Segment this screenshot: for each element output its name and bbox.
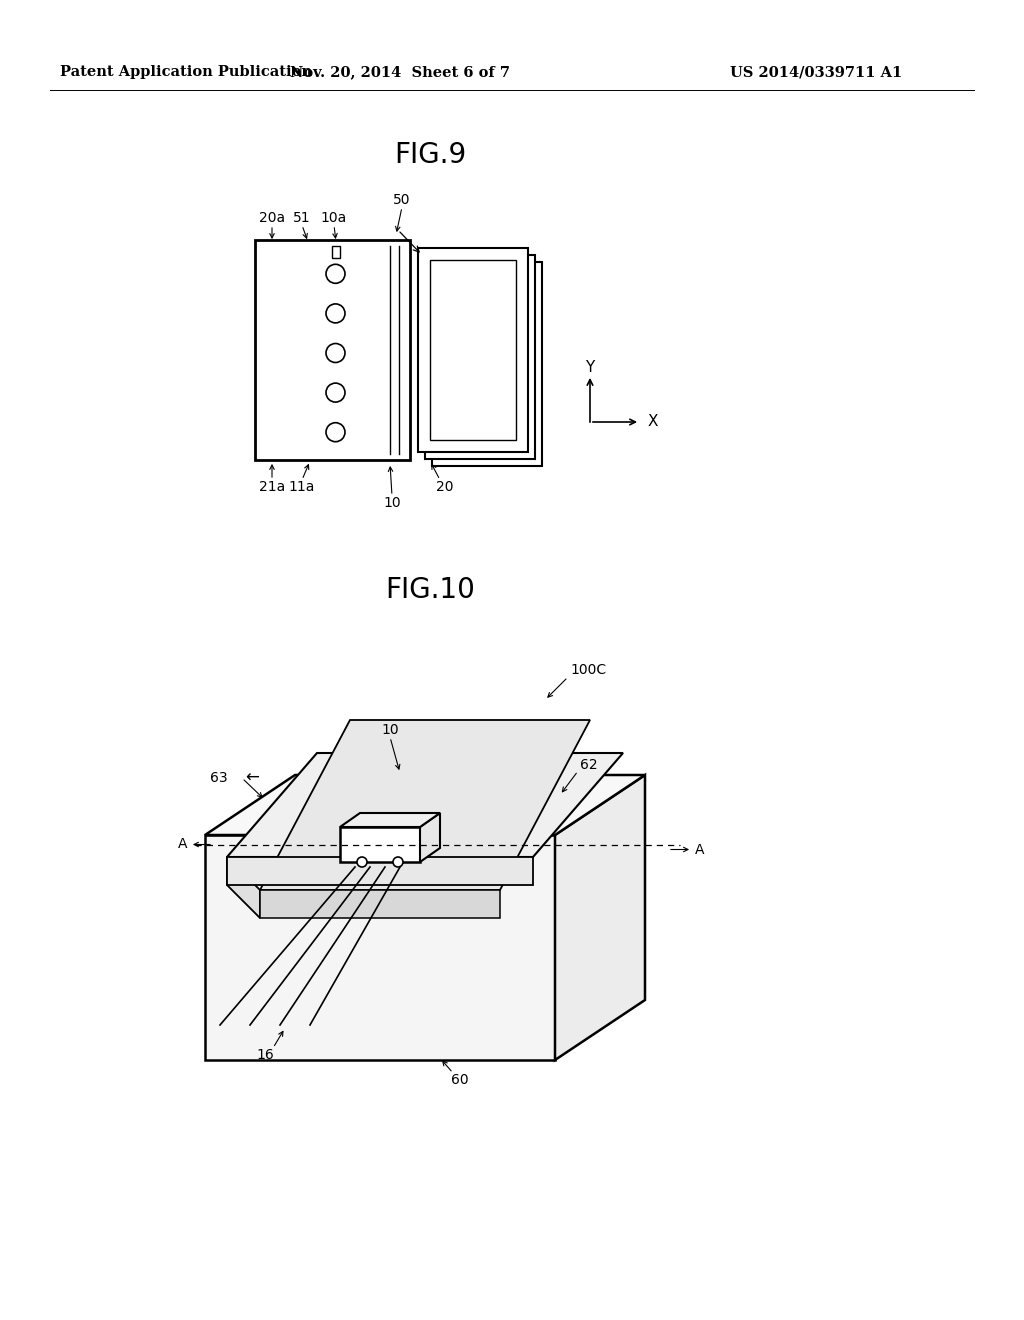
Bar bbox=[269, 246, 402, 454]
Circle shape bbox=[326, 383, 345, 403]
Text: US 2014/0339711 A1: US 2014/0339711 A1 bbox=[730, 65, 902, 79]
Bar bbox=[425, 255, 535, 459]
Text: 11a: 11a bbox=[289, 480, 315, 494]
Circle shape bbox=[326, 422, 345, 442]
Text: A: A bbox=[178, 837, 187, 851]
Polygon shape bbox=[260, 890, 500, 917]
Bar bbox=[430, 260, 516, 440]
Polygon shape bbox=[205, 836, 555, 1060]
Polygon shape bbox=[555, 775, 645, 1060]
Text: 50: 50 bbox=[393, 193, 411, 207]
Text: 62: 62 bbox=[580, 758, 598, 772]
Polygon shape bbox=[340, 813, 440, 828]
Text: 63: 63 bbox=[210, 771, 228, 785]
Bar bbox=[432, 261, 542, 466]
Text: FIG.10: FIG.10 bbox=[385, 576, 475, 605]
Text: 10a: 10a bbox=[321, 211, 347, 224]
Polygon shape bbox=[227, 752, 623, 857]
Text: Patent Application Publication: Patent Application Publication bbox=[60, 65, 312, 79]
Text: 10: 10 bbox=[381, 723, 398, 737]
Bar bbox=[332, 246, 340, 257]
Text: 60: 60 bbox=[452, 1073, 469, 1086]
Text: X: X bbox=[648, 414, 658, 429]
Text: ←: ← bbox=[245, 770, 259, 787]
Circle shape bbox=[326, 264, 345, 284]
Text: 100C: 100C bbox=[570, 663, 606, 677]
Circle shape bbox=[326, 343, 345, 363]
Text: Nov. 20, 2014  Sheet 6 of 7: Nov. 20, 2014 Sheet 6 of 7 bbox=[290, 65, 510, 79]
Text: 10: 10 bbox=[383, 496, 400, 510]
Polygon shape bbox=[205, 775, 645, 836]
Circle shape bbox=[393, 857, 403, 867]
Polygon shape bbox=[227, 857, 260, 917]
Text: 51: 51 bbox=[293, 211, 311, 224]
Polygon shape bbox=[340, 828, 420, 862]
Text: A: A bbox=[695, 842, 705, 857]
Polygon shape bbox=[227, 857, 534, 884]
Circle shape bbox=[357, 857, 367, 867]
Circle shape bbox=[326, 304, 345, 323]
Bar bbox=[255, 240, 410, 459]
Polygon shape bbox=[260, 719, 590, 890]
Text: 20: 20 bbox=[436, 480, 454, 494]
Polygon shape bbox=[420, 813, 440, 862]
Bar bbox=[418, 248, 528, 451]
Text: Y: Y bbox=[586, 360, 595, 375]
Text: 20a: 20a bbox=[259, 211, 285, 224]
Text: 21a: 21a bbox=[259, 480, 285, 494]
Text: FIG.9: FIG.9 bbox=[394, 141, 466, 169]
Text: 16: 16 bbox=[256, 1048, 273, 1063]
